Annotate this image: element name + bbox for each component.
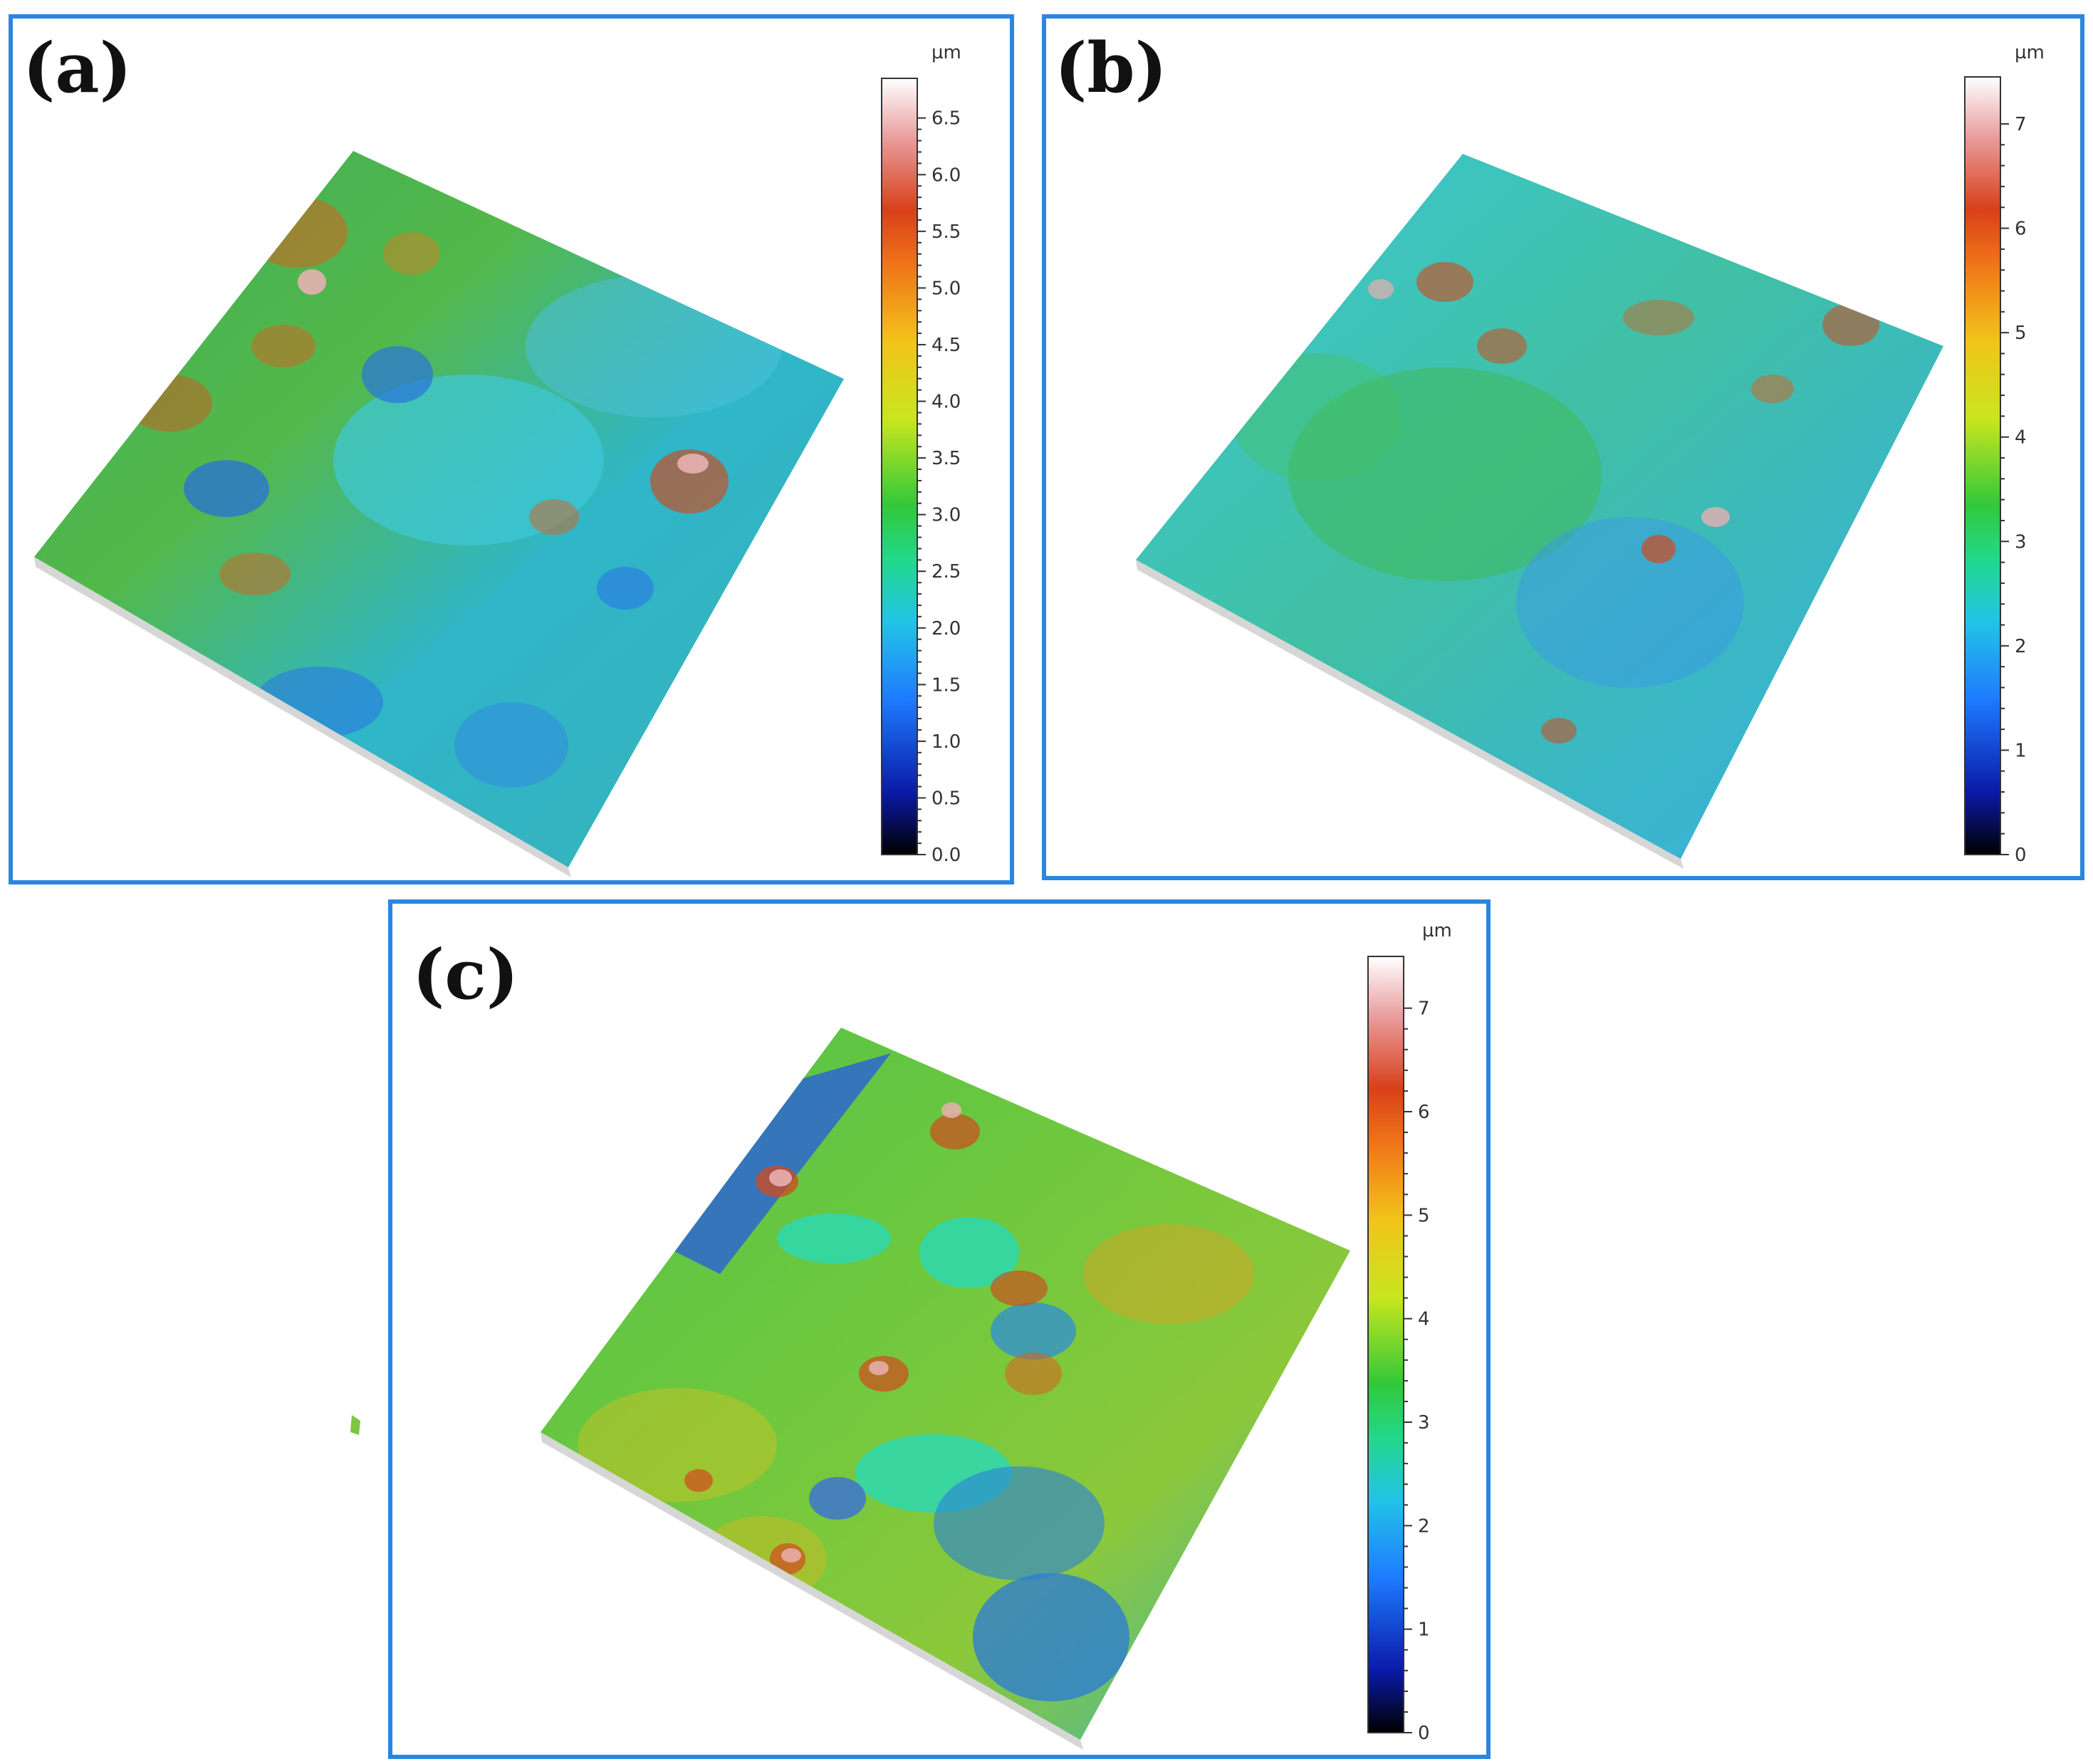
colorbar: µm 0 1 2 3 4 5 6 7 bbox=[1367, 920, 1452, 1744]
colorbar-tick-label: 5 bbox=[2015, 323, 2027, 344]
colorbar-tick-label: 6 bbox=[1418, 1102, 1430, 1123]
colorbar-gradient bbox=[881, 78, 918, 855]
colorbar-tick-label: 0 bbox=[1418, 1723, 1430, 1744]
colorbar-ticks: 0 1 2 3 4 5 6 7 bbox=[1404, 998, 1430, 1744]
colorbar-tick-label: 1.5 bbox=[931, 674, 961, 696]
colorbar-tick-label: 3 bbox=[1418, 1412, 1430, 1434]
colorbar-tick-label: 5.0 bbox=[931, 278, 961, 299]
colorbar-ticks: 0.0 0.5 1.0 1.5 2.0 2.5 3.0 3.5 4.0 4.5 5.0 5.5 6.0 6… bbox=[917, 108, 961, 866]
surface-top bbox=[1136, 154, 1943, 859]
colorbar-tick-label: 3 bbox=[2015, 531, 2027, 553]
colorbar-tick-label: 7 bbox=[2015, 114, 2027, 135]
colorbar-tick-label: 7 bbox=[1418, 998, 1430, 1020]
surface-base-edge bbox=[541, 1432, 1083, 1750]
panel-label: (a) bbox=[23, 28, 132, 108]
surface-texture bbox=[127, 197, 818, 788]
colorbar-tick-label: 4.0 bbox=[931, 392, 961, 413]
colorbar: µm 0.0 0.5 1.0 1.5 2.0 2.5 3.0 3.5 4.0 4.5 5.0 5.5 6… bbox=[881, 42, 961, 866]
panel-a: (a) bbox=[9, 14, 1014, 884]
colorbar-tick-label: 0.0 bbox=[931, 845, 961, 866]
colorbar-tick-label: 2 bbox=[2015, 636, 2027, 657]
surface-base-edge bbox=[34, 557, 571, 877]
colorbar-tick-label: 1 bbox=[2015, 740, 2027, 761]
colorbar-tick-label: 5 bbox=[1418, 1205, 1430, 1226]
surface-plot bbox=[34, 151, 844, 877]
surface-base-edge bbox=[1136, 560, 1684, 869]
colorbar-tick-label: 2.0 bbox=[931, 618, 961, 640]
panel-label: (b) bbox=[1055, 28, 1167, 108]
colorbar-tick-label: 4.5 bbox=[931, 335, 961, 356]
colorbar-unit: µm bbox=[931, 42, 961, 63]
colorbar-tick-label: 2 bbox=[1418, 1515, 1430, 1537]
colorbar-tick-label: 4 bbox=[1418, 1309, 1430, 1330]
colorbar-tick-label: 3.5 bbox=[931, 448, 961, 469]
colorbar-tick-label: 6.0 bbox=[931, 165, 961, 186]
surface-plot bbox=[541, 1028, 1350, 1750]
colorbar-tick-label: 6 bbox=[2015, 219, 2027, 240]
surface-fragment bbox=[350, 1415, 360, 1435]
colorbar-tick-label: 2.5 bbox=[931, 561, 961, 583]
colorbar-tick-label: 4 bbox=[2015, 427, 2027, 449]
colorbar-tick-label: 0 bbox=[2015, 845, 2027, 866]
colorbar-unit: µm bbox=[1422, 920, 1452, 941]
colorbar: µm 0 1 2 3 4 5 6 7 bbox=[1964, 42, 2045, 866]
colorbar-gradient bbox=[1964, 76, 2001, 855]
colorbar-tick-label: 1.0 bbox=[931, 731, 961, 753]
colorbar-tick-label: 3.0 bbox=[931, 505, 961, 526]
colorbar-tick-label: 6.5 bbox=[931, 108, 961, 130]
surface-plot bbox=[1136, 154, 1943, 869]
colorbar-tick-label: 5.5 bbox=[931, 221, 961, 243]
panel-label: (c) bbox=[412, 934, 519, 1015]
panel-c: (c) bbox=[388, 899, 1491, 1759]
colorbar-unit: µm bbox=[2015, 42, 2045, 63]
colorbar-tick-label: 1 bbox=[1418, 1619, 1430, 1641]
colorbar-ticks: 0 1 2 3 4 5 6 7 bbox=[2000, 114, 2027, 866]
colorbar-gradient bbox=[1367, 956, 1404, 1733]
colorbar-tick-label: 0.5 bbox=[931, 788, 961, 809]
panel-b: (b) bbox=[1042, 14, 2084, 880]
